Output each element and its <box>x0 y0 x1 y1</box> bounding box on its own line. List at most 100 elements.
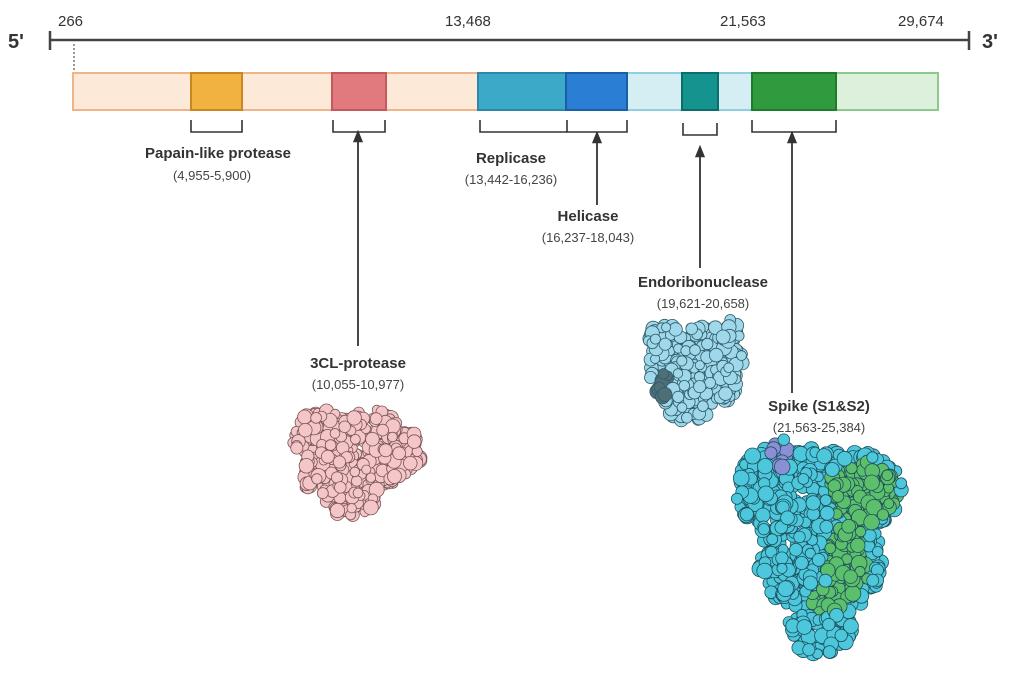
structure-atom <box>658 337 672 351</box>
structure-atom <box>676 402 688 413</box>
structure-atom <box>775 551 789 565</box>
structure-atom <box>316 487 329 500</box>
structure-atom <box>744 447 761 465</box>
structure-atom <box>407 434 422 449</box>
spike-segment <box>751 72 837 111</box>
helicase-segment <box>565 72 628 111</box>
structure-atom <box>789 542 803 557</box>
structure-atom <box>668 322 683 337</box>
structure-atom <box>349 466 361 478</box>
structure-atom <box>843 569 858 584</box>
structure-atom <box>811 553 826 567</box>
plpro-range: (4,955-5,900) <box>173 168 251 183</box>
structure-atom <box>845 462 858 475</box>
coord-29674: 29,674 <box>898 13 944 30</box>
structure-atom <box>365 432 380 447</box>
endoribonuclease-label: Endoribonuclease <box>638 274 768 291</box>
structure-atom <box>836 450 853 467</box>
replicase-segment <box>477 72 567 111</box>
structure-atom <box>819 494 832 507</box>
structure-atom <box>387 431 398 443</box>
helicase-label: Helicase <box>558 208 619 225</box>
structure-atom <box>365 472 377 483</box>
structure-atom <box>346 503 357 514</box>
structure-atom <box>332 455 346 469</box>
structure-atom <box>350 433 361 445</box>
structure-atom <box>334 481 347 494</box>
structure-atom <box>843 618 859 634</box>
structure-atom <box>866 574 880 587</box>
structure-atom <box>672 368 684 379</box>
structure-atom <box>311 473 323 485</box>
structure-atom <box>320 449 335 464</box>
structure-atom <box>392 446 406 461</box>
replicase-range: (13,442-16,236) <box>465 172 558 187</box>
structure-atom <box>831 490 845 503</box>
structure-atom <box>681 411 693 424</box>
structure-atom <box>824 462 840 477</box>
structure-atom <box>329 428 341 439</box>
genome-bar <box>72 72 939 111</box>
genome-axis: 5' 3' 266 13,468 21,563 29,674 <box>8 13 998 73</box>
structure-atom <box>376 423 389 437</box>
structure-atom <box>805 495 821 511</box>
structure-atom <box>718 386 733 401</box>
structure-atom <box>883 498 895 509</box>
structure-atom <box>776 562 788 574</box>
clpro-structure-illustration <box>287 403 428 522</box>
structure-atom <box>757 523 771 536</box>
endoribonuclease-structure-illustration <box>642 314 750 428</box>
clpro-bracket <box>332 120 386 133</box>
structure-atom <box>841 518 856 534</box>
structure-atom <box>701 337 714 351</box>
structure-atom <box>796 619 813 635</box>
structure-atom <box>818 573 833 588</box>
structure-atom <box>310 412 322 424</box>
structure-atom <box>657 368 670 380</box>
coord-21563: 21,563 <box>720 13 766 30</box>
endoribonuclease-segment <box>681 72 719 111</box>
structure-atom <box>863 474 880 491</box>
structure-atom <box>881 469 894 482</box>
three-prime-label: 3' <box>982 31 998 53</box>
structure-atom <box>689 344 701 356</box>
spike-bracket <box>751 120 837 133</box>
structure-atom <box>298 458 315 474</box>
structure-atom <box>777 433 791 446</box>
structure-atom <box>766 533 779 546</box>
structure-atom <box>797 473 810 485</box>
plpro-bracket <box>190 120 243 133</box>
structure-atom <box>731 492 744 505</box>
helicase-range: (16,237-18,043) <box>542 230 635 245</box>
structure-atom <box>736 350 747 361</box>
spike-label: Spike (S1&S2) <box>768 398 870 415</box>
structure-atom <box>819 519 834 534</box>
structure-atom <box>803 575 818 591</box>
structure-atom <box>297 409 313 425</box>
clpro-label: 3CL-protease <box>310 355 406 372</box>
structure-atom <box>824 542 837 554</box>
structure-atom <box>329 502 346 519</box>
structure-atom <box>732 469 750 487</box>
structure-atom <box>866 451 879 464</box>
structure-atom <box>854 525 867 538</box>
spike-structure-illustration <box>731 433 909 662</box>
structure-atom <box>378 443 393 458</box>
structure-atom <box>793 530 806 544</box>
structure-atom <box>777 580 794 598</box>
structure-atom <box>704 376 716 389</box>
structure-atom <box>676 355 688 367</box>
structure-atom <box>709 347 724 363</box>
structure-atom <box>661 322 672 333</box>
endoribonuclease-bracket <box>682 123 718 136</box>
structure-atom <box>338 420 351 434</box>
helicase-bracket <box>566 120 628 133</box>
structure-atom <box>863 514 880 531</box>
structure-atom <box>678 380 691 392</box>
plpro-segment <box>190 72 243 111</box>
structure-atom <box>363 499 379 516</box>
structure-atom <box>351 475 363 487</box>
structure-atom <box>756 562 773 580</box>
structure-atom <box>352 487 364 499</box>
structure-atom <box>757 485 775 503</box>
